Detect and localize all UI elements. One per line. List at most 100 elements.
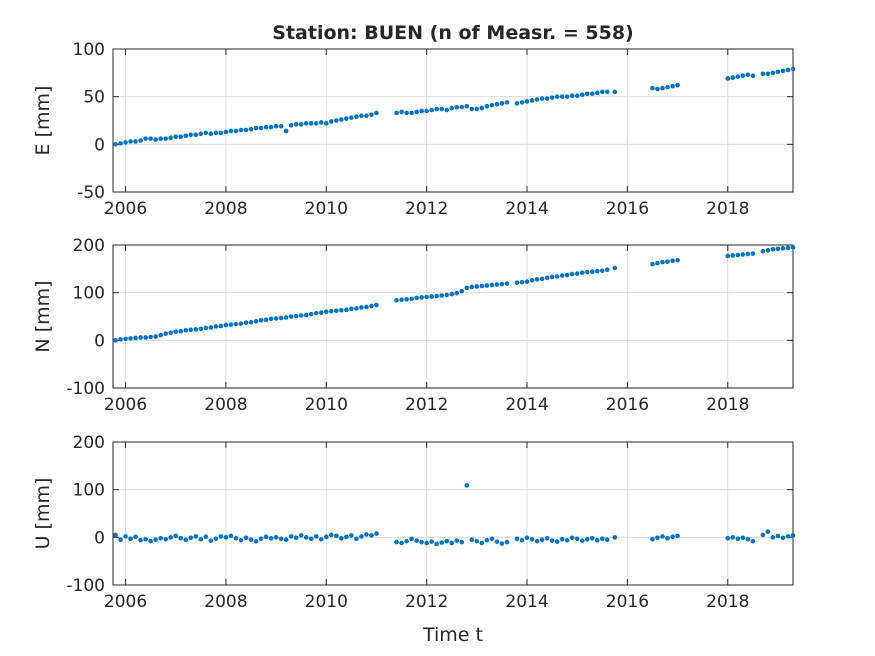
data-point bbox=[655, 86, 660, 92]
data-point bbox=[579, 270, 585, 275]
data-point bbox=[524, 535, 530, 541]
data-point bbox=[775, 69, 781, 75]
data-point bbox=[339, 117, 344, 122]
data-point bbox=[765, 529, 771, 534]
data-point bbox=[559, 536, 565, 542]
data-point bbox=[549, 538, 555, 543]
data-point bbox=[414, 295, 419, 301]
data-point bbox=[449, 540, 455, 546]
data-point bbox=[454, 290, 460, 296]
data-point bbox=[474, 538, 480, 544]
data-point bbox=[399, 109, 404, 115]
data-point bbox=[785, 245, 791, 251]
data-point bbox=[785, 67, 791, 73]
data-point bbox=[735, 74, 741, 79]
data-point bbox=[278, 536, 284, 542]
data-point bbox=[665, 535, 670, 541]
data-point bbox=[524, 279, 530, 285]
data-point bbox=[203, 130, 209, 136]
data-point bbox=[188, 535, 194, 541]
data-point bbox=[228, 128, 234, 134]
data-point bbox=[303, 121, 309, 126]
data-point bbox=[118, 337, 123, 342]
data-point bbox=[293, 122, 299, 127]
x-tick-label: 2012 bbox=[405, 199, 448, 219]
data-point bbox=[349, 306, 354, 312]
data-point bbox=[499, 281, 505, 287]
data-point bbox=[303, 312, 309, 318]
x-tick-label: 2010 bbox=[305, 395, 348, 415]
data-point bbox=[650, 261, 655, 267]
data-point bbox=[318, 310, 324, 315]
data-point bbox=[725, 76, 731, 81]
y-tick-label: 0 bbox=[94, 528, 105, 548]
x-tick-label: 2016 bbox=[606, 592, 649, 612]
data-point bbox=[203, 534, 209, 540]
data-point bbox=[670, 258, 675, 264]
data-point bbox=[574, 93, 580, 99]
data-point bbox=[374, 110, 379, 116]
data-point bbox=[474, 284, 480, 289]
subplot-3: 2006 2008 2010 2012 2014 2016 2018 200 100 0 -100 U… bbox=[32, 433, 796, 612]
data-point bbox=[318, 120, 324, 125]
data-point bbox=[178, 535, 184, 541]
data-point bbox=[574, 271, 580, 276]
data-point bbox=[414, 538, 419, 543]
data-point bbox=[349, 533, 354, 538]
y-axis-label: N [mm] bbox=[32, 280, 54, 352]
data-point bbox=[243, 320, 249, 325]
data-point bbox=[469, 537, 475, 543]
data-point bbox=[163, 331, 168, 336]
data-point bbox=[539, 96, 545, 101]
data-point bbox=[464, 483, 470, 488]
data-point bbox=[660, 259, 665, 265]
data-point bbox=[459, 104, 465, 110]
x-tick-label: 2008 bbox=[204, 592, 247, 612]
x-tick-label: 2008 bbox=[204, 395, 247, 415]
data-point bbox=[374, 531, 379, 536]
data-point bbox=[293, 313, 299, 319]
axes-box bbox=[112, 441, 794, 586]
data-point bbox=[504, 100, 510, 105]
data-point bbox=[454, 538, 460, 543]
data-point bbox=[660, 534, 665, 539]
data-point bbox=[354, 114, 359, 119]
data-point bbox=[313, 534, 319, 539]
data-point bbox=[118, 141, 123, 146]
data-point bbox=[519, 100, 525, 105]
data-point bbox=[605, 537, 610, 543]
data-point bbox=[559, 273, 565, 278]
chart-title: Station: BUEN (n of Measr. = 558) bbox=[272, 22, 633, 44]
data-point bbox=[650, 85, 655, 91]
data-point bbox=[404, 538, 409, 544]
data-point bbox=[293, 535, 299, 541]
x-tick-label: 2016 bbox=[606, 199, 649, 219]
data-point bbox=[168, 535, 174, 540]
data-point bbox=[248, 537, 254, 543]
data-point bbox=[213, 130, 219, 136]
data-point bbox=[574, 536, 580, 542]
data-point bbox=[745, 72, 751, 78]
data-point bbox=[258, 536, 264, 542]
data-point bbox=[459, 539, 465, 545]
data-point bbox=[529, 277, 535, 283]
data-point bbox=[429, 294, 434, 299]
x-tick-label: 2012 bbox=[405, 592, 448, 612]
data-point bbox=[193, 534, 199, 539]
data-point bbox=[273, 123, 279, 129]
data-point bbox=[444, 107, 450, 113]
data-point bbox=[138, 138, 143, 143]
subplot-2: 2006 2008 2010 2012 2014 2016 2018 200 100 0 -100 N… bbox=[32, 236, 796, 415]
y-tick-label: -50 bbox=[77, 183, 105, 203]
data-point bbox=[158, 332, 163, 338]
data-point bbox=[760, 532, 766, 538]
data-point bbox=[740, 252, 746, 257]
data-point bbox=[464, 103, 470, 109]
x-tick-label: 2016 bbox=[606, 395, 649, 415]
data-point bbox=[579, 538, 585, 543]
data-point bbox=[419, 108, 424, 114]
data-point bbox=[223, 322, 229, 328]
data-point bbox=[183, 328, 189, 333]
data-point bbox=[444, 538, 450, 544]
x-tick-label: 2014 bbox=[505, 592, 548, 612]
